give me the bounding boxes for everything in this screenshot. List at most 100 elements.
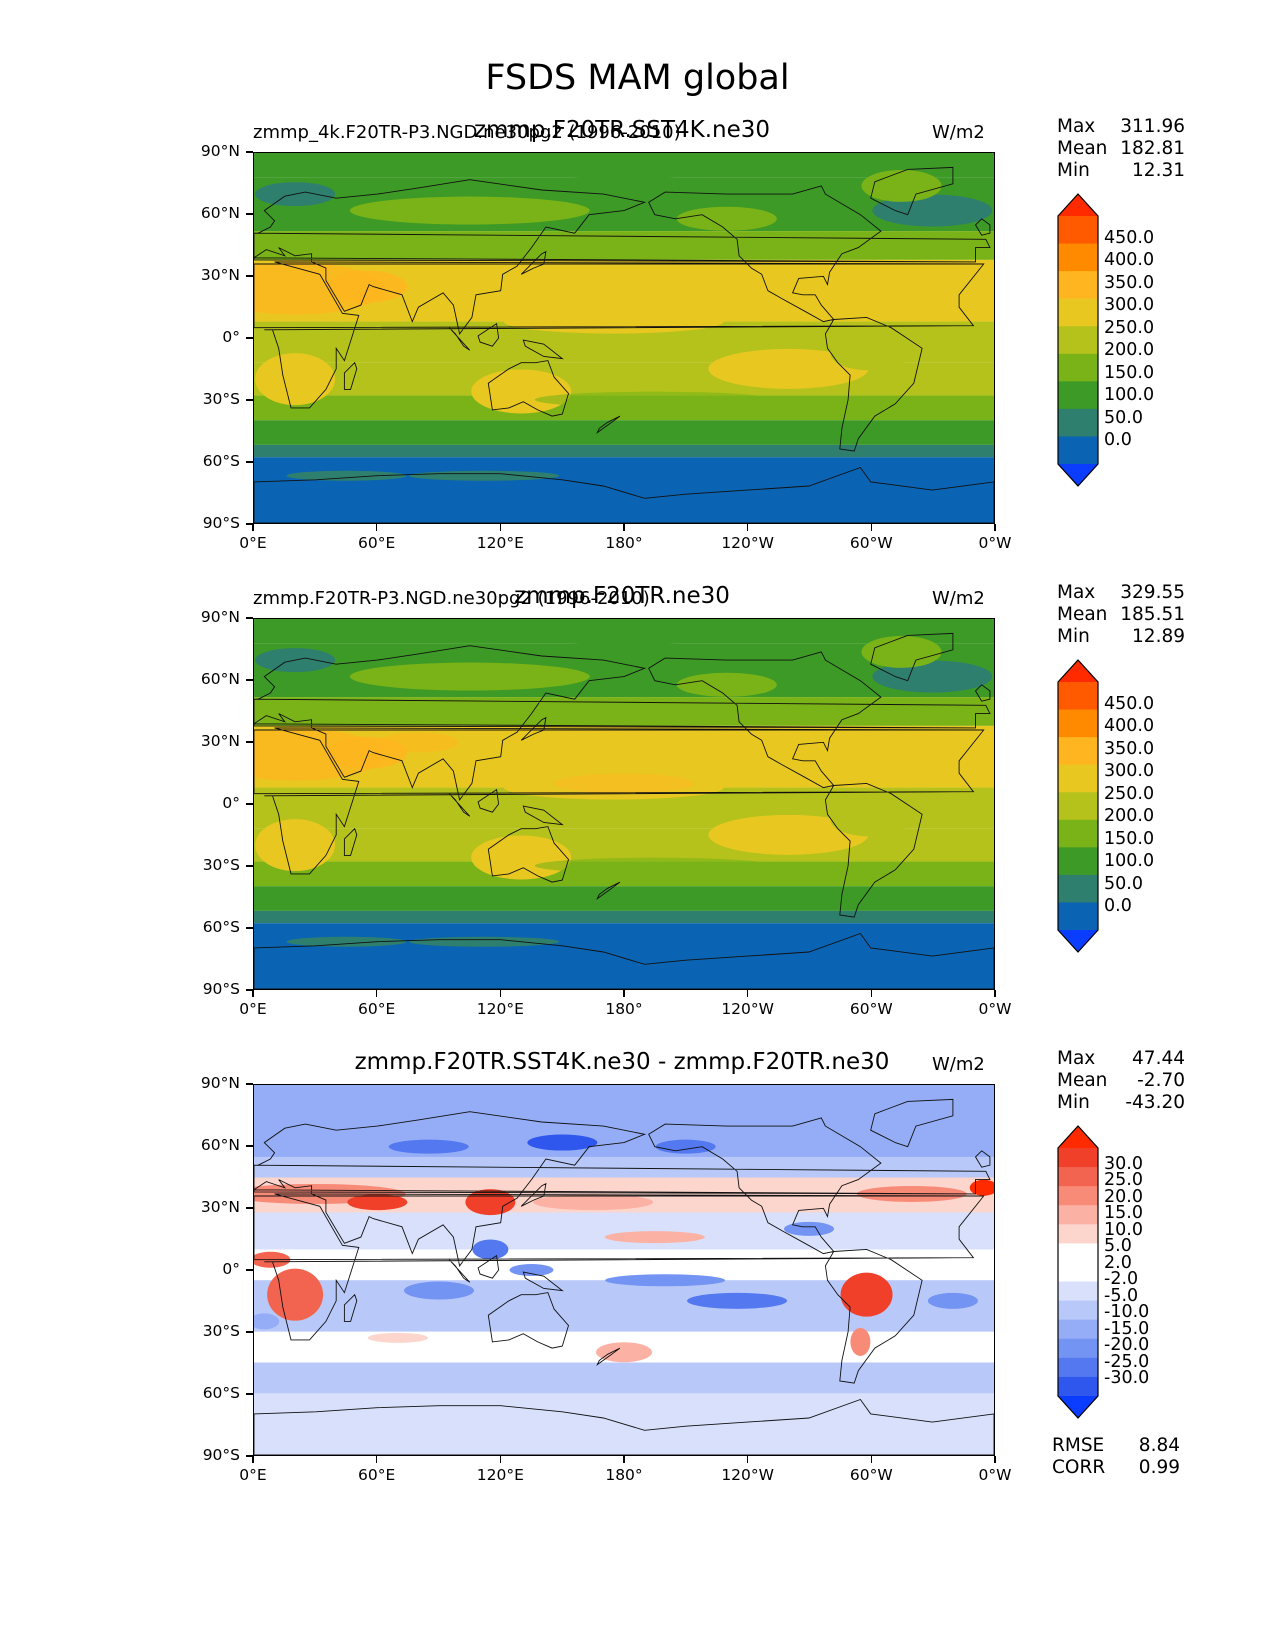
- lat-tick-label: 60°S: [202, 452, 240, 470]
- colorbar-segment: [1058, 1300, 1098, 1321]
- metrics-block: RMSE 8.84 CORR 0.99: [1052, 1435, 1180, 1479]
- colorbar-label: 100.0: [1104, 385, 1155, 406]
- colorbar: [1057, 193, 1099, 487]
- lat-tick: [246, 461, 253, 463]
- colorbar-outline: [1057, 1125, 1099, 1419]
- lat-tick: [246, 151, 253, 153]
- lon-tick: [499, 524, 502, 531]
- map-plot-area: [253, 618, 995, 990]
- band-arctic: [254, 153, 994, 178]
- colorbar-segment: [1058, 847, 1098, 876]
- panel-left-caption: zmmp_4k.F20TR-P3.NGD.ne30pg2 (1996-2010): [253, 122, 681, 143]
- map-plot-area: [253, 1084, 995, 1456]
- diff-band-arctic: [254, 1085, 994, 1157]
- diff-bering-cold: [655, 1139, 716, 1154]
- lat-tick: [246, 275, 253, 277]
- diff-iran-hot: [347, 1194, 408, 1211]
- lon-tick: [623, 990, 625, 997]
- equatorial-pacific-bright: [554, 773, 694, 794]
- diff-africa-warm: [267, 1268, 324, 1321]
- corr-row: CORR 0.99: [1052, 1457, 1180, 1478]
- colorbar-label: 150.0: [1104, 362, 1155, 383]
- colorbar-segment: [1058, 1262, 1098, 1283]
- lon-tick: [252, 990, 254, 997]
- diff-south-pacific-warm: [596, 1342, 652, 1363]
- lon-tick: [994, 1456, 996, 1463]
- colorbar-label: 100.0: [1104, 851, 1155, 872]
- alaska-field: [676, 206, 777, 231]
- colorbar-segment: [1058, 1167, 1098, 1187]
- colorbar-extend-min: [1058, 930, 1098, 952]
- lon-tick: [870, 524, 873, 531]
- lat-tick-label: 30°S: [202, 390, 240, 408]
- colorbar-segment: [1058, 326, 1098, 355]
- lon-tick-label: 0°W: [978, 1466, 1012, 1484]
- colorbar-label: 400.0: [1104, 250, 1155, 271]
- stats-row-min: Min 12.31: [1057, 160, 1185, 181]
- band-antarctic: [254, 923, 994, 989]
- lat-tick: [246, 337, 253, 339]
- colorbar-extend-min: [1058, 1396, 1098, 1418]
- greenland-field: [861, 635, 942, 668]
- colorbar-label: -20.0: [1104, 1335, 1150, 1356]
- lat-tick-label: 60°N: [200, 670, 240, 688]
- lat-tick: [246, 927, 253, 929]
- colorbar-outline: [1057, 193, 1099, 487]
- lon-tick-label: 120°W: [721, 534, 774, 552]
- colorbar-label: 0.0: [1104, 430, 1132, 451]
- diff-china-hot: [465, 1189, 516, 1216]
- colorbar-segment: [1058, 353, 1098, 382]
- diff-pacific-warm-streak: [604, 1231, 705, 1244]
- lat-tick-label: 30°S: [202, 1322, 240, 1340]
- lon-tick-label: 60°W: [849, 1466, 893, 1484]
- map-plot-area: [253, 152, 995, 524]
- lat-tick-label: 90°S: [202, 1446, 240, 1464]
- stats-row-min: Min -43.20: [1057, 1092, 1185, 1113]
- colorbar-label: 350.0: [1104, 272, 1155, 293]
- lon-tick-label: 0°E: [239, 1466, 267, 1484]
- colorbar-label: 25.0: [1104, 1170, 1143, 1191]
- se-pacific-dry: [708, 814, 869, 855]
- stats-row-max: Max 311.96: [1057, 116, 1185, 137]
- lon-tick-label: 0°E: [239, 534, 267, 552]
- siberia-field: [349, 662, 590, 691]
- coastlines: [254, 1098, 994, 1455]
- diff-band-subtropics: [254, 1212, 994, 1250]
- colorbar-segment: [1058, 1338, 1098, 1359]
- lat-tick: [246, 523, 253, 525]
- stats-row-max: Max 329.55: [1057, 582, 1185, 603]
- lat-tick-label: 0°: [222, 328, 240, 346]
- lon-tick-label: 120°E: [476, 534, 524, 552]
- diff-argentina-warm: [850, 1327, 871, 1356]
- colorbar-segment: [1058, 1376, 1098, 1397]
- lat-tick-label: 30°N: [200, 732, 240, 750]
- southern-africa: [255, 353, 336, 406]
- lon-tick-label: 120°W: [721, 1000, 774, 1018]
- colorbar-label: 150.0: [1104, 828, 1155, 849]
- lat-tick: [246, 617, 253, 619]
- lat-tick-label: 90°N: [200, 142, 240, 160]
- teal-north-atlantic: [872, 660, 993, 693]
- band-midlat-north: [254, 697, 994, 726]
- colorbar-label: 15.0: [1104, 1203, 1143, 1224]
- amazon: [830, 338, 911, 371]
- panel-center-caption: zmmp.F20TR.ne30: [514, 583, 730, 609]
- stats-block: Max 311.96 Mean 182.81 Min 12.31: [1057, 116, 1185, 182]
- antarctic-coast-teal-1: [286, 936, 407, 947]
- colorbar-segment: [1058, 216, 1098, 245]
- equatorial-pacific-dry: [503, 309, 724, 334]
- lon-tick: [870, 1456, 873, 1463]
- band-storm-track: [254, 420, 994, 445]
- diff-indian-ocean-warm: [367, 1332, 428, 1343]
- stats-row-mean: Mean 182.81: [1057, 138, 1185, 159]
- panel-difference: zmmp.F20TR.SST4K.ne30 - zmmp.F20TR.ne30 …: [0, 932, 1275, 1484]
- lat-tick: [246, 1331, 253, 1333]
- lat-tick: [246, 803, 253, 805]
- south-pacific-cloud: [534, 857, 775, 874]
- diff-benguela-cold: [254, 1313, 280, 1330]
- lat-tick-label: 90°S: [202, 514, 240, 532]
- diff-band-southern-ocean: [254, 1362, 994, 1394]
- lat-tick: [246, 399, 253, 401]
- colorbar-extend-min: [1058, 464, 1098, 486]
- colorbar-segment: [1058, 1357, 1098, 1378]
